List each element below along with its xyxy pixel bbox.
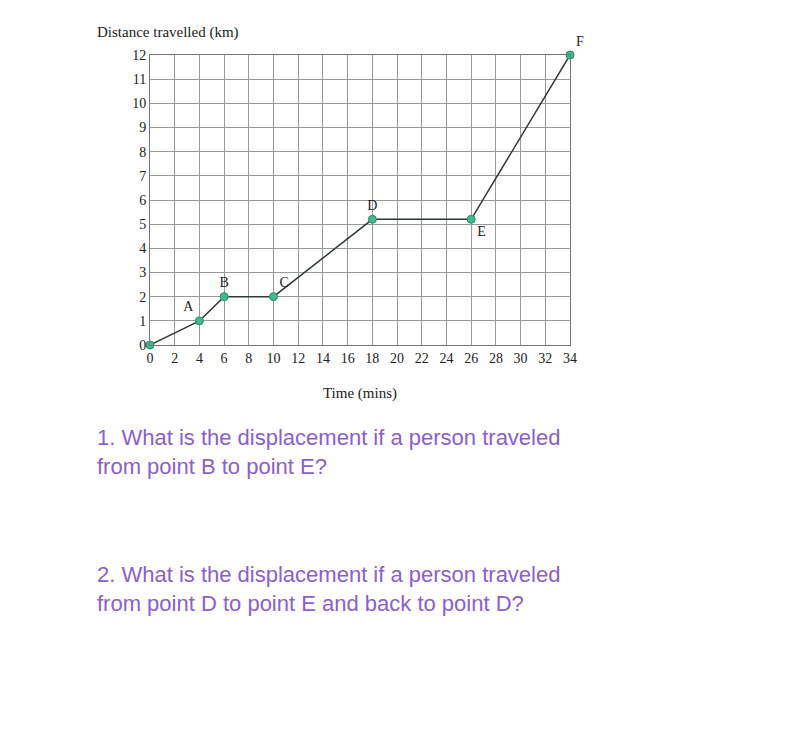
svg-text:0: 0 [147,351,154,366]
svg-text:10: 10 [267,351,281,366]
svg-text:10: 10 [132,96,146,111]
svg-text:24: 24 [439,351,453,366]
svg-text:5: 5 [139,217,146,232]
svg-text:18: 18 [365,351,379,366]
svg-text:7: 7 [139,169,146,184]
svg-text:2: 2 [171,351,178,366]
svg-text:F: F [576,34,584,49]
svg-text:32: 32 [538,351,552,366]
svg-text:D: D [367,198,377,213]
svg-text:2: 2 [139,290,146,305]
svg-text:1: 1 [139,314,146,329]
svg-text:4: 4 [196,351,203,366]
svg-text:14: 14 [316,351,330,366]
svg-text:C: C [280,275,289,290]
svg-text:3: 3 [139,265,146,280]
svg-text:26: 26 [464,351,478,366]
svg-text:6: 6 [139,193,146,208]
svg-text:28: 28 [489,351,503,366]
svg-text:B: B [219,275,228,290]
svg-text:8: 8 [139,145,146,160]
svg-text:16: 16 [341,351,355,366]
svg-text:2. What is the displacement if: 2. What is the displacement if a person … [97,562,560,616]
svg-text:30: 30 [514,351,528,366]
svg-text:E: E [477,224,486,239]
svg-text:6: 6 [221,351,228,366]
svg-text:8: 8 [245,351,252,366]
svg-text:20: 20 [390,351,404,366]
svg-text:1. What is the displacement if: 1. What is the displacement if a person … [97,425,560,479]
svg-text:11: 11 [133,72,146,87]
svg-text:Time (mins): Time (mins) [323,385,397,402]
svg-text:34: 34 [563,351,577,366]
svg-text:4: 4 [139,241,146,256]
svg-text:Distance travelled (km): Distance travelled (km) [97,24,239,41]
svg-text:22: 22 [415,351,429,366]
svg-text:0: 0 [139,338,146,353]
svg-text:9: 9 [139,120,146,135]
svg-text:12: 12 [132,48,146,63]
svg-text:A: A [183,299,194,314]
svg-text:12: 12 [291,351,305,366]
